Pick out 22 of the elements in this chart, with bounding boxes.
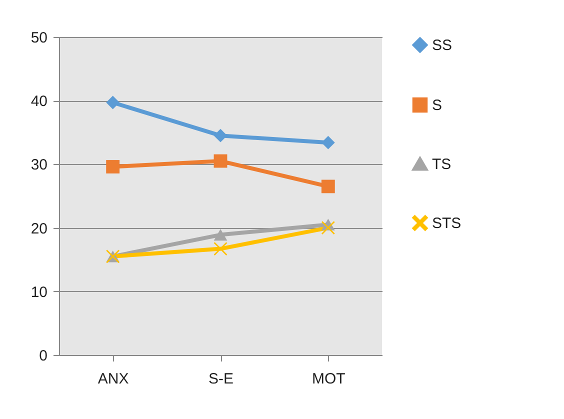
y-tick-label: 30	[30, 156, 48, 174]
x-tick-label: MOT	[312, 370, 346, 388]
y-tick-label: 0	[39, 348, 48, 364]
point	[106, 96, 120, 110]
legend-label: STS	[432, 215, 462, 232]
y-tick-label: 40	[30, 93, 48, 110]
legend-label: S	[432, 97, 442, 114]
point	[321, 180, 335, 194]
point	[214, 128, 228, 142]
point	[214, 154, 228, 168]
x-tick-label: S-E	[208, 370, 234, 388]
legend-label: SS	[432, 37, 452, 54]
y-tick-label: 50	[30, 30, 48, 46]
y-tick-label: 10	[30, 284, 48, 301]
point	[321, 221, 335, 235]
point	[106, 160, 120, 174]
y-tick-label: 20	[30, 220, 48, 238]
point	[214, 228, 228, 241]
x-tick-label: ANX	[98, 370, 129, 388]
point	[321, 136, 335, 150]
point	[214, 242, 228, 256]
legend-label: TS	[432, 156, 452, 173]
